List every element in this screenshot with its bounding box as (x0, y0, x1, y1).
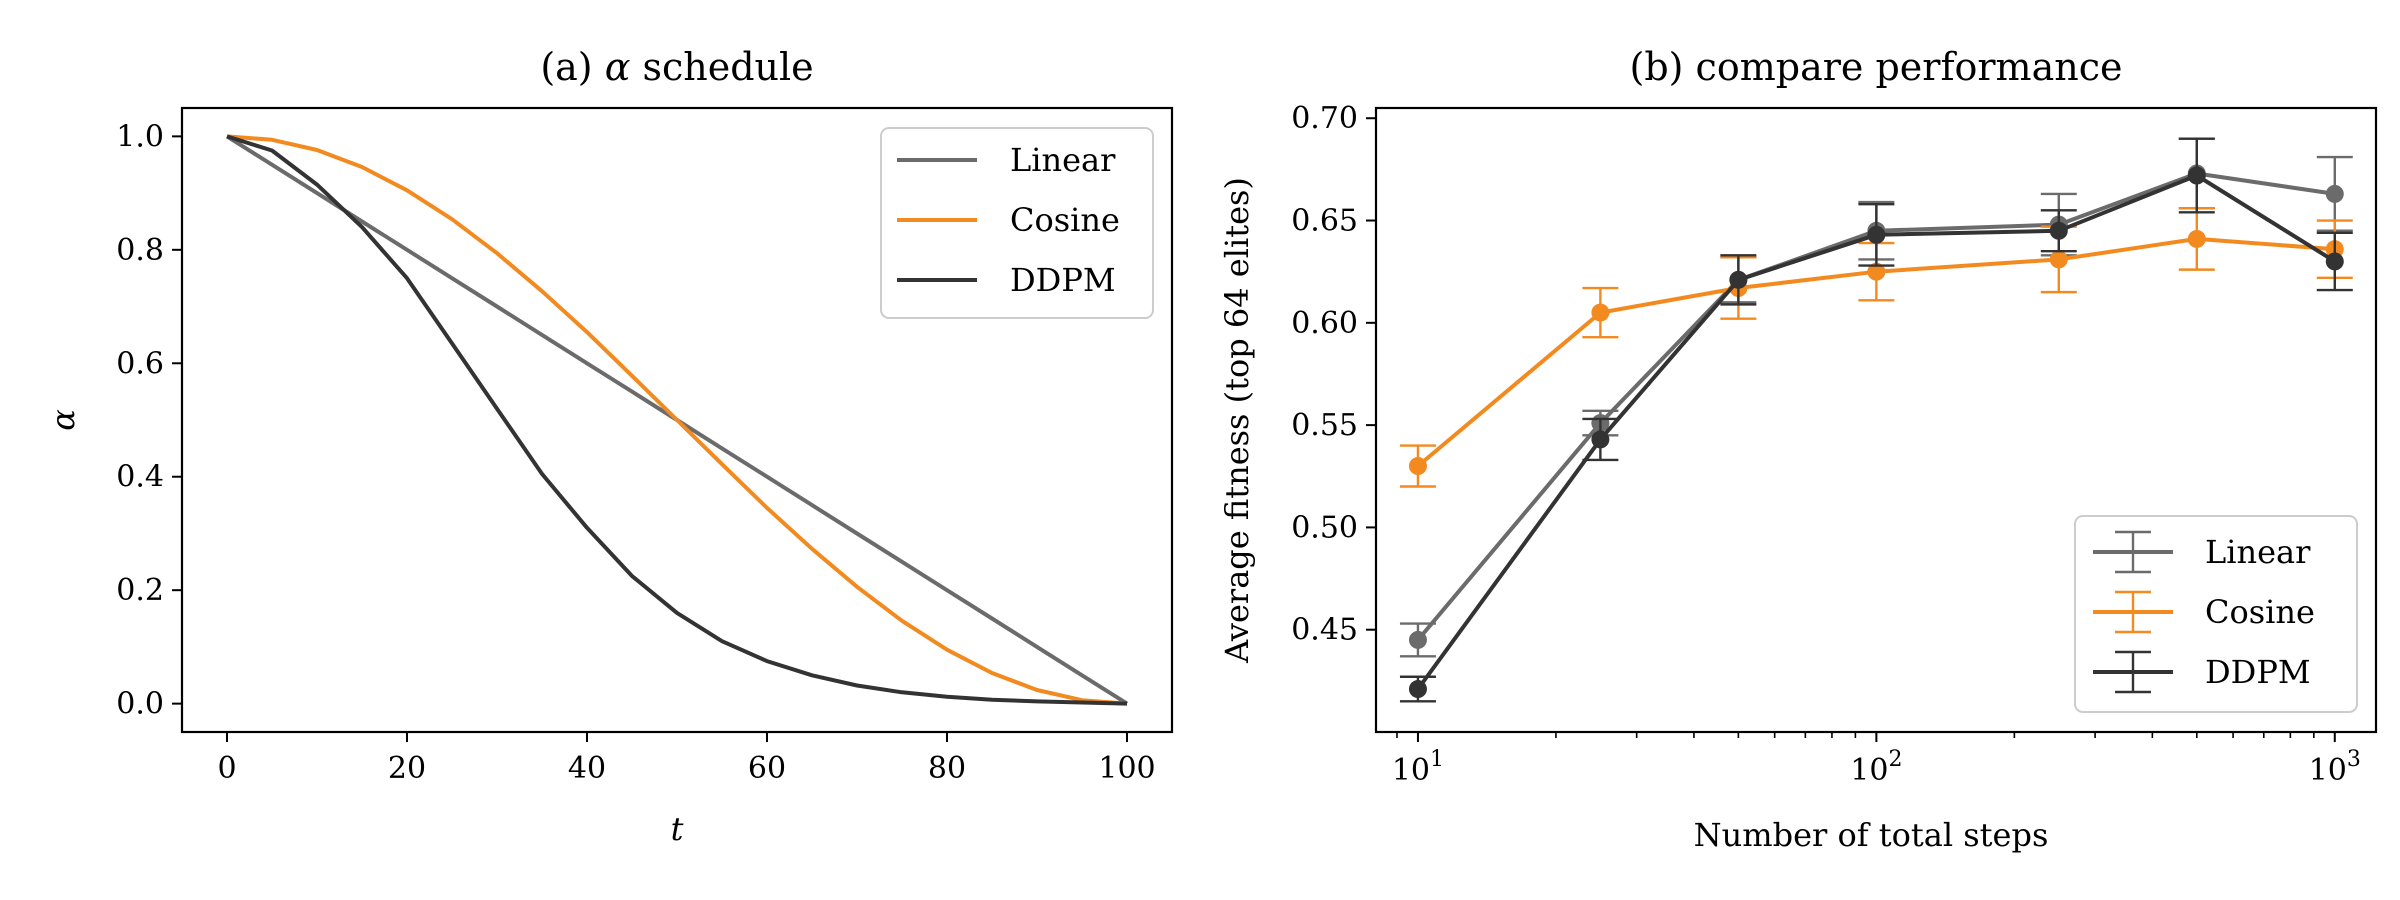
chart-a-xtick-label: 80 (928, 751, 966, 786)
chart-a-xtick-label: 0 (217, 751, 236, 786)
data-point (2049, 221, 2068, 240)
chart-a-xlabel: t (671, 810, 684, 848)
legend-label-linear: Linear (2205, 533, 2311, 571)
chart-a-ytick-label: 0.8 (116, 233, 164, 268)
chart-a-legend: Linear Cosine DDPM (880, 127, 1154, 319)
chart-a-ytick-label: 0.2 (116, 573, 164, 608)
chart-b-xtick-label: 102 (1850, 747, 1902, 788)
series-ddpm (1399, 137, 2353, 703)
chart-b-ytick-label: 0.55 (1291, 408, 1358, 443)
data-point (2049, 250, 2068, 269)
data-point (1408, 630, 1427, 649)
chart-b-xlabel: Number of total steps (1694, 816, 2049, 854)
chart-b-xtick-exp: 1 (1430, 747, 1444, 772)
chart-a-ytick-label: 0.6 (116, 346, 164, 381)
chart-a-ytick-label: 0.0 (116, 687, 164, 722)
chart-b-ylabel: Average fitness (top 64 elites) (1218, 177, 1256, 664)
legend-label-linear: Linear (1010, 141, 1116, 179)
chart-b-xtick-base: 10 (2309, 753, 2347, 788)
chart-b-ytick-label: 0.45 (1291, 613, 1358, 648)
chart-a-xtick-label: 100 (1098, 751, 1155, 786)
chart-a-frame (180, 106, 1174, 734)
chart-b-xtick-exp: 2 (1888, 747, 1902, 772)
data-point (2187, 229, 2206, 248)
series-line-ddpm (226, 134, 1128, 706)
chart-b-xtick-base: 10 (1392, 753, 1430, 788)
chart-a-ytick-label: 0.4 (116, 460, 164, 495)
data-point (1729, 270, 1748, 289)
chart-b-xtick-label: 101 (1392, 747, 1444, 788)
chart-a-xtick-label: 20 (388, 751, 426, 786)
series-line-cosine (226, 134, 1128, 706)
data-point (1591, 303, 1610, 322)
chart-b-ytick-label: 0.50 (1291, 510, 1358, 545)
chart-b-frame (1374, 106, 2378, 734)
chart-b-xtick-exp: 3 (2347, 747, 2361, 772)
chart-a-xtick-label: 40 (568, 751, 606, 786)
data-point (2325, 252, 2344, 271)
data-point (2187, 166, 2206, 185)
data-point (1408, 457, 1427, 476)
chart-a-xtick-label: 60 (748, 751, 786, 786)
chart-b-legend: Linear Cosine DDPM (2074, 515, 2358, 713)
chart-a-ytick-label: 1.0 (116, 119, 164, 154)
data-point (1591, 430, 1610, 449)
data-point (1867, 225, 1886, 244)
chart-b-xtick-base: 10 (1850, 753, 1888, 788)
data-point (1408, 680, 1427, 699)
chart-b-ytick-label: 0.70 (1291, 101, 1358, 136)
chart-b-ytick-label: 0.60 (1291, 306, 1358, 341)
data-point (2325, 184, 2344, 203)
chart-a-ylabel: α (44, 409, 82, 431)
legend-label-cosine: Cosine (2205, 593, 2315, 631)
chart-b-xtick-label: 103 (2309, 747, 2361, 788)
chart-b-ytick-label: 0.65 (1291, 204, 1358, 239)
legend-label-ddpm: DDPM (2205, 653, 2311, 691)
legend-label-cosine: Cosine (1010, 201, 1120, 239)
alpha-schedule-chart: (a) α schedule 0 20 40 60 80 100 0.0 0.2 0.4 0.6 0… (44, 45, 1174, 848)
chart-b-title: (b) compare performance (1630, 45, 2123, 89)
chart-a-title: (a) α schedule (540, 45, 813, 89)
performance-chart: (b) compare performance 101 102 1030.450.5… (1218, 45, 2378, 854)
data-point (1867, 262, 1886, 281)
legend-label-ddpm: DDPM (1010, 261, 1116, 299)
